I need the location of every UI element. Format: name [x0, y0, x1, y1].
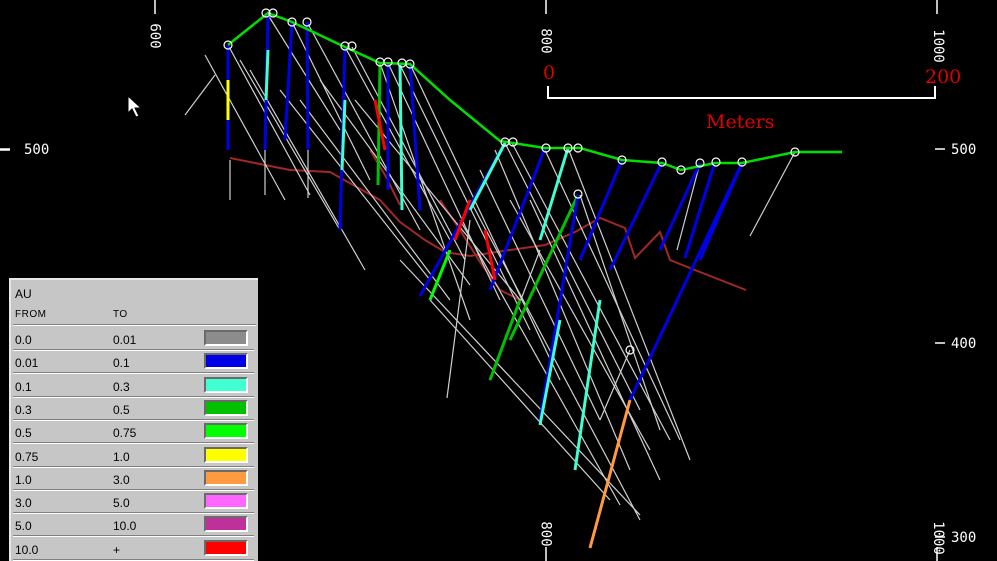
legend-row-divider	[13, 418, 254, 421]
axis-top-label-1000: 1000	[929, 29, 946, 63]
topography-line	[227, 11, 842, 172]
legend-row-divider	[13, 442, 254, 445]
circle-icon	[790, 147, 800, 157]
legend-row-divider	[13, 558, 254, 561]
legend-from-value: 0.1	[15, 379, 32, 394]
legend-from-value: 0.01	[15, 356, 39, 371]
legend-from-value: 0.0	[15, 333, 32, 347]
legend-from-value: 10.0	[15, 542, 39, 557]
legend-from-value: 3.0	[15, 496, 32, 511]
axis-right-label-300: 300	[951, 530, 977, 546]
legend-color-swatch[interactable]	[204, 493, 248, 510]
legend-to-value: 1.0	[113, 449, 130, 464]
legend-row-divider	[13, 372, 254, 375]
axis-bottom-label-800: 800	[537, 521, 554, 547]
legend-color-swatch[interactable]	[204, 539, 248, 556]
legend-color-swatch[interactable]	[204, 516, 248, 533]
legend-divider	[13, 324, 256, 326]
legend-to-value: 10.0	[113, 519, 137, 534]
legend-from-value: 1.0	[15, 472, 32, 487]
legend-from-value: 0.3	[15, 402, 32, 417]
circle-icon	[573, 189, 583, 199]
circle-icon	[302, 17, 312, 27]
legend-to-value: 0.5	[113, 402, 130, 417]
circle-icon	[340, 41, 350, 51]
axis-left-label-500: 500	[24, 142, 50, 158]
circle-icon	[657, 157, 667, 167]
legend-row-divider	[13, 512, 254, 515]
legend-row[interactable]: 0.3 0.5	[11, 398, 256, 421]
legend-color-swatch[interactable]	[204, 399, 248, 416]
legend-color-swatch[interactable]	[204, 446, 248, 463]
legend-to-value: +	[113, 542, 121, 557]
circle-icon	[625, 345, 635, 355]
scale-bar-start-label: 0	[543, 62, 556, 84]
circle-icon	[268, 8, 278, 18]
drill-traces-low	[184, 14, 796, 521]
legend-row[interactable]: 3.0 5.0	[11, 491, 256, 515]
circle-icon	[405, 59, 415, 69]
axis-bottom-label-1000: 1000	[929, 521, 946, 555]
legend-row-divider	[13, 465, 254, 468]
legend-to-value: 3.0	[113, 472, 130, 487]
legend-from-value: 0.5	[15, 426, 32, 441]
legend-to-value: 0.1	[113, 356, 130, 371]
legend-row-divider	[13, 349, 254, 351]
legend-row[interactable]: 0.0 0.01	[11, 328, 256, 351]
circle-icon	[563, 143, 573, 153]
legend-row[interactable]: 10.0 +	[11, 538, 256, 561]
circle-icon	[383, 57, 393, 67]
legend-color-swatch[interactable]	[204, 469, 248, 486]
circle-icon	[617, 155, 627, 165]
legend-color-swatch[interactable]	[204, 376, 248, 393]
legend-row-divider	[13, 395, 254, 398]
scale-bar-units-label: Meters	[706, 111, 775, 133]
legend-row[interactable]: 0.75 1.0	[11, 445, 256, 468]
circle-icon	[223, 40, 233, 50]
legend-row[interactable]: 0.5 0.75	[11, 421, 256, 445]
circle-icon	[261, 8, 271, 18]
circle-icon	[287, 17, 297, 27]
legend-to-value: 0.3	[113, 379, 130, 394]
axis-right-label-500: 500	[951, 142, 977, 158]
legend-to-value: 5.0	[113, 496, 130, 511]
legend-to-header: TO	[113, 309, 128, 320]
legend-row-divider	[13, 488, 254, 491]
axis-top-label-800: 800	[537, 28, 554, 54]
drill-traces-coloured	[226, 14, 744, 549]
circle-icon	[541, 143, 551, 153]
scale-bar	[547, 86, 936, 99]
axis-right-label-400: 400	[951, 336, 977, 352]
legend-to-value: 0.01	[113, 333, 137, 347]
legend-from-value: 0.75	[15, 449, 39, 464]
legend-row[interactable]: 0.01 0.1	[11, 351, 256, 375]
axis-ticks	[0, 0, 945, 561]
circle-icon	[737, 157, 747, 167]
circle-icon	[695, 158, 705, 168]
legend-title: AU	[15, 287, 32, 301]
circle-icon	[347, 41, 357, 51]
legend-row[interactable]: 1.0 3.0	[11, 468, 256, 491]
scale-bar-end-label: 200	[925, 66, 962, 88]
legend-color-swatch[interactable]	[204, 423, 248, 440]
arrow-pointer-icon	[127, 94, 143, 118]
legend-row[interactable]: 0.1 0.3	[11, 375, 256, 398]
circle-icon	[676, 165, 686, 175]
axis-top-label-600: 600	[146, 23, 163, 49]
legend-color-swatch[interactable]	[204, 330, 248, 346]
legend-from-header: FROM	[15, 309, 47, 320]
legend-to-value: 0.75	[113, 426, 137, 441]
legend-from-value: 5.0	[15, 519, 32, 534]
circle-icon	[508, 137, 518, 147]
legend-panel[interactable]: AU FROM TO 0.0 0.01 0.01 0.1 0.1 0.3 0.3 0.5 0.5…	[9, 278, 258, 561]
collar-markers	[223, 8, 800, 355]
circle-icon	[573, 143, 583, 153]
legend-color-swatch[interactable]	[204, 353, 248, 370]
legend-row-divider	[13, 535, 254, 538]
legend-row[interactable]: 5.0 10.0	[11, 514, 256, 538]
circle-icon	[711, 157, 721, 167]
